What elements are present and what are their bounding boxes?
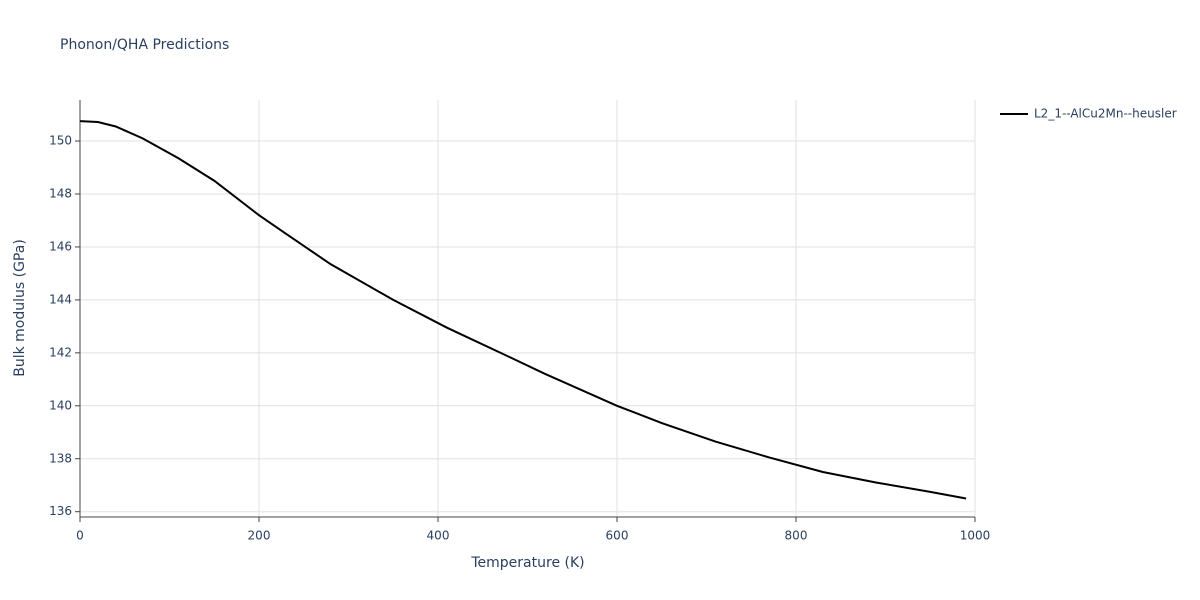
data-line: [79, 120, 967, 500]
x-tick-label: 800: [785, 529, 808, 543]
x-tick-label: 600: [606, 529, 629, 543]
y-tick-label: 146: [49, 239, 72, 253]
x-tick-label: 200: [248, 529, 271, 543]
y-tick-label: 142: [49, 345, 72, 359]
x-tick-label: 1000: [960, 529, 991, 543]
y-tick-label: 136: [49, 504, 72, 518]
x-tick-label: 0: [76, 529, 84, 543]
y-tick-label: 150: [49, 134, 72, 148]
x-axis-label: Temperature (K): [470, 555, 584, 571]
x-tick-label: 400: [427, 529, 450, 543]
y-tick-label: 140: [49, 398, 72, 412]
y-tick-label: 138: [49, 451, 72, 465]
y-tick-label: 148: [49, 186, 72, 200]
y-tick-label: 144: [49, 292, 72, 306]
legend-label: L2_1--AlCu2Mn--heusler: [1034, 107, 1177, 121]
y-axis-label: Bulk modulus (GPa): [12, 239, 28, 377]
chart-title: Phonon/QHA Predictions: [60, 37, 229, 53]
